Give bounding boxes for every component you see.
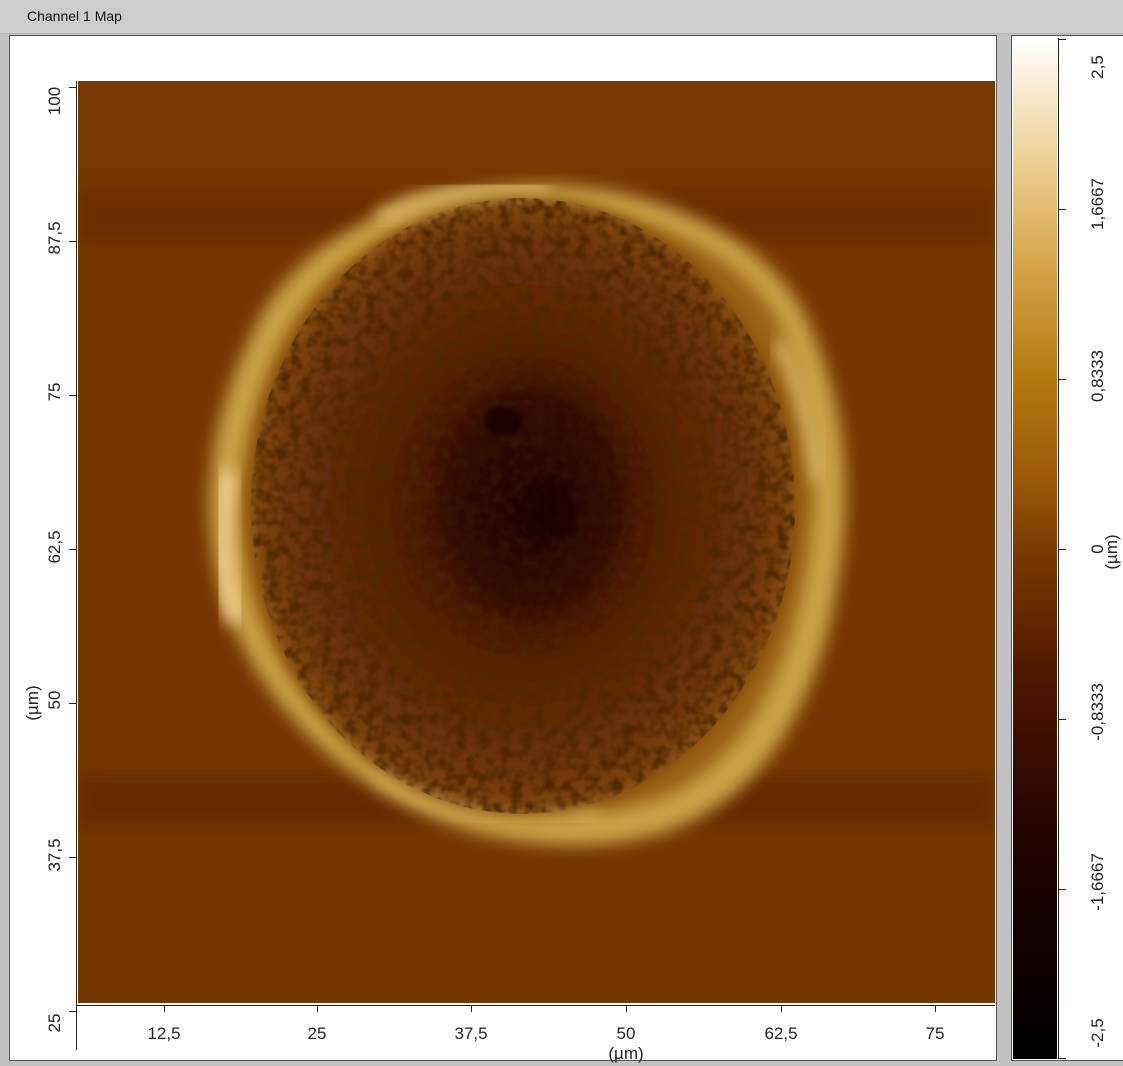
colorbar-tick-label: -2,5	[1088, 1018, 1107, 1048]
colorbar-tick-label: -1,6667	[1088, 853, 1107, 911]
x-tick-label: 62,5	[764, 1024, 798, 1043]
colorbar-tick	[1058, 209, 1066, 210]
colorbar-tick	[1058, 39, 1066, 40]
colorbar-tick	[1058, 1058, 1066, 1059]
x-tick-label: 37,5	[454, 1024, 488, 1043]
afm-height-map[interactable]	[78, 81, 995, 1003]
afm-image	[78, 81, 995, 1003]
x-axis-label: (µm)	[608, 1044, 644, 1063]
y-tick-label: 75	[45, 382, 64, 402]
y-tick-label: 62,5	[45, 530, 64, 564]
x-tick	[781, 1005, 782, 1012]
y-tick	[69, 703, 76, 704]
x-tick	[164, 1005, 165, 1012]
y-tick-label: 100	[45, 86, 64, 116]
y-tick-label: 50	[45, 690, 64, 710]
colorbar-tick	[1058, 719, 1066, 720]
colorbar-tick-label: -0,8333	[1088, 683, 1107, 741]
colorbar-tick-label: 1,6667	[1088, 178, 1107, 230]
x-tick-label: 12,5	[147, 1024, 181, 1043]
y-axis-label: (µm)	[23, 685, 42, 721]
colorbar-tick	[1058, 889, 1066, 890]
y-tick	[69, 87, 76, 88]
x-tick-label: 75	[925, 1024, 945, 1043]
colorbar-axis-line	[1058, 38, 1059, 1059]
window-titlebar: Channel 1 Map	[0, 0, 1123, 34]
y-tick-label: 87,5	[45, 221, 64, 255]
x-tick	[626, 1005, 627, 1012]
colorbar-tick	[1058, 549, 1066, 550]
x-tick	[317, 1005, 318, 1012]
colorbar-tick-label: 2,5	[1088, 55, 1107, 79]
y-axis-line	[76, 81, 77, 1050]
y-tick	[69, 549, 76, 550]
colorbar-unit-label: (µm)	[1102, 534, 1121, 570]
window-title: Channel 1 Map	[27, 8, 122, 24]
colorbar-gradient	[1013, 38, 1057, 1059]
y-tick	[69, 857, 76, 858]
y-tick	[69, 241, 76, 242]
x-axis-line	[76, 1005, 995, 1006]
x-tick	[935, 1005, 936, 1012]
y-tick	[69, 1011, 76, 1012]
y-tick-label: 37,5	[45, 838, 64, 872]
y-tick	[69, 395, 76, 396]
colorbar-tick	[1058, 379, 1066, 380]
x-tick	[471, 1005, 472, 1012]
x-tick-label: 50	[616, 1024, 636, 1043]
colorbar-tick-label: 0,8333	[1088, 350, 1107, 402]
y-tick-label: 25	[45, 1013, 64, 1033]
x-tick-label: 25	[307, 1024, 327, 1043]
